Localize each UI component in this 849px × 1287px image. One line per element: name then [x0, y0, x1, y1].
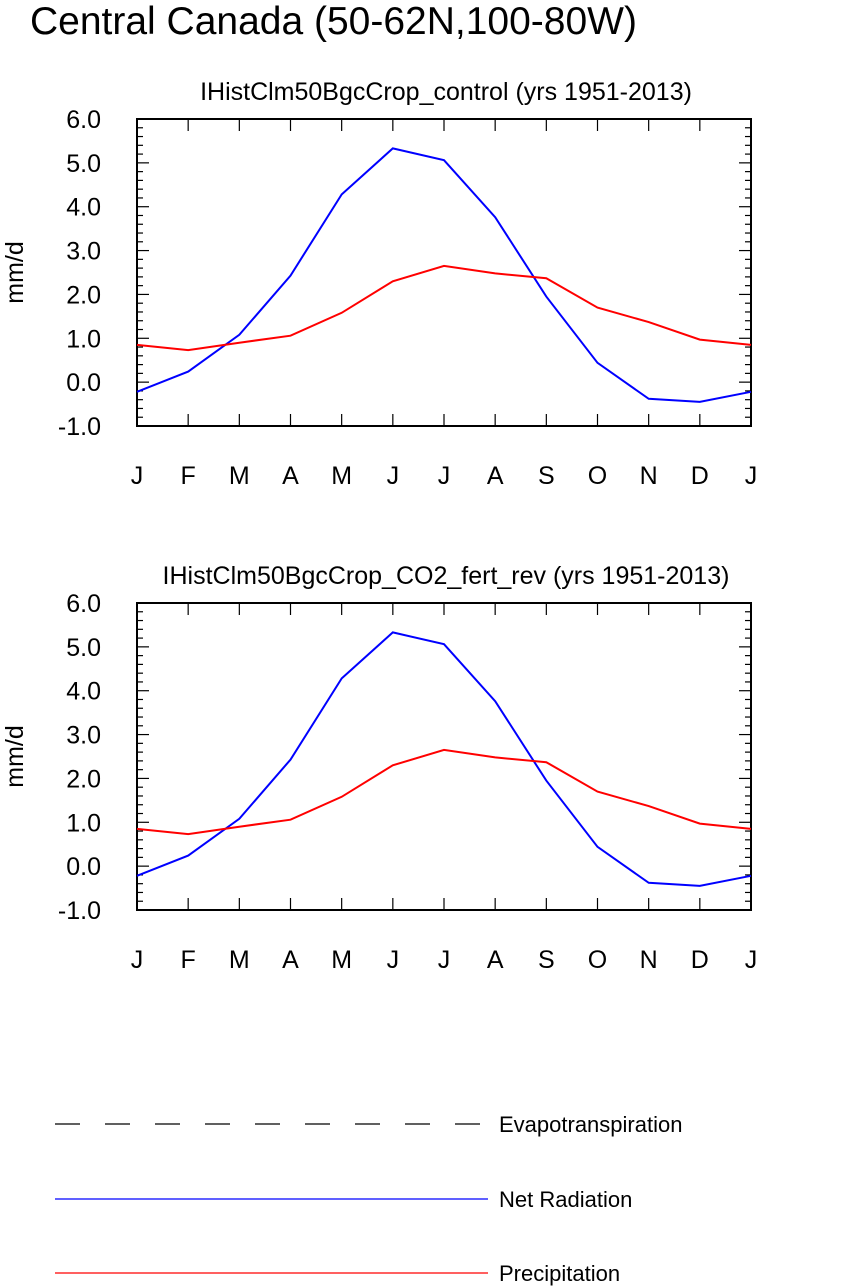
- y-tick-label: 2.0: [66, 281, 101, 309]
- x-tick-label: A: [487, 946, 504, 974]
- series-line-net-radiation: [136, 147, 752, 403]
- chart-panel-1: IHistClm50BgcCrop_control (yrs 1951-2013…: [1, 78, 757, 490]
- plot-frame: [136, 602, 752, 911]
- x-tick-label: J: [438, 946, 451, 974]
- y-tick-label: -1.0: [58, 413, 101, 441]
- x-tick-label: S: [538, 946, 555, 974]
- series-line-precipitation: [136, 264, 752, 352]
- x-tick-label: J: [131, 946, 144, 974]
- y-tick-label: 5.0: [66, 150, 101, 178]
- x-tick-label: D: [691, 946, 709, 974]
- y-tick-label: 4.0: [66, 678, 101, 706]
- y-tick-label: 3.0: [66, 722, 101, 750]
- y-tick-label: 0.0: [66, 369, 101, 397]
- x-tick-label: S: [538, 462, 555, 490]
- x-tick-label: J: [131, 462, 144, 490]
- x-tick-label: J: [387, 462, 400, 490]
- x-tick-label: M: [331, 462, 352, 490]
- x-tick-label: A: [282, 462, 299, 490]
- y-tick-label: 6.0: [66, 106, 101, 134]
- y-tick-label: 0.0: [66, 853, 101, 881]
- y-tick-label: -1.0: [58, 897, 101, 925]
- chart-panel-2: IHistClm50BgcCrop_CO2_fert_rev (yrs 1951…: [1, 562, 757, 974]
- x-tick-label: D: [691, 462, 709, 490]
- panel-title: IHistClm50BgcCrop_CO2_fert_rev (yrs 1951…: [163, 562, 730, 590]
- y-axis-label: mm/d: [1, 241, 29, 304]
- x-tick-label: J: [438, 462, 451, 490]
- x-tick-label: F: [181, 462, 196, 490]
- x-tick-label: O: [588, 946, 607, 974]
- y-tick-label: 1.0: [66, 809, 101, 837]
- x-tick-label: N: [640, 946, 658, 974]
- x-tick-label: N: [640, 462, 658, 490]
- x-tick-label: F: [181, 946, 196, 974]
- series-line-net-radiation: [136, 631, 752, 887]
- legend-label: Evapotranspiration: [499, 1112, 682, 1137]
- legend: Evapotranspiration Net Radiation Precipita…: [55, 1112, 682, 1286]
- x-tick-label: J: [745, 462, 758, 490]
- x-tick-label: O: [588, 462, 607, 490]
- x-tick-label: A: [487, 462, 504, 490]
- y-tick-label: 5.0: [66, 634, 101, 662]
- y-axis-label: mm/d: [1, 725, 29, 788]
- x-tick-label: M: [229, 946, 250, 974]
- plot-frame: [136, 118, 752, 427]
- panel-title: IHistClm50BgcCrop_control (yrs 1951-2013…: [200, 78, 692, 106]
- legend-label: Net Radiation: [499, 1187, 632, 1212]
- y-tick-label: 1.0: [66, 325, 101, 353]
- x-tick-label: M: [229, 462, 250, 490]
- series-line-precipitation: [136, 748, 752, 836]
- y-tick-label: 2.0: [66, 765, 101, 793]
- y-tick-label: 6.0: [66, 590, 101, 618]
- x-tick-label: A: [282, 946, 299, 974]
- x-tick-label: J: [387, 946, 400, 974]
- x-tick-label: J: [745, 946, 758, 974]
- x-tick-label: M: [331, 946, 352, 974]
- page-title: Central Canada (50-62N,100-80W): [30, 0, 637, 43]
- y-tick-label: 3.0: [66, 238, 101, 266]
- legend-label: Precipitation: [499, 1261, 620, 1286]
- y-tick-label: 4.0: [66, 194, 101, 222]
